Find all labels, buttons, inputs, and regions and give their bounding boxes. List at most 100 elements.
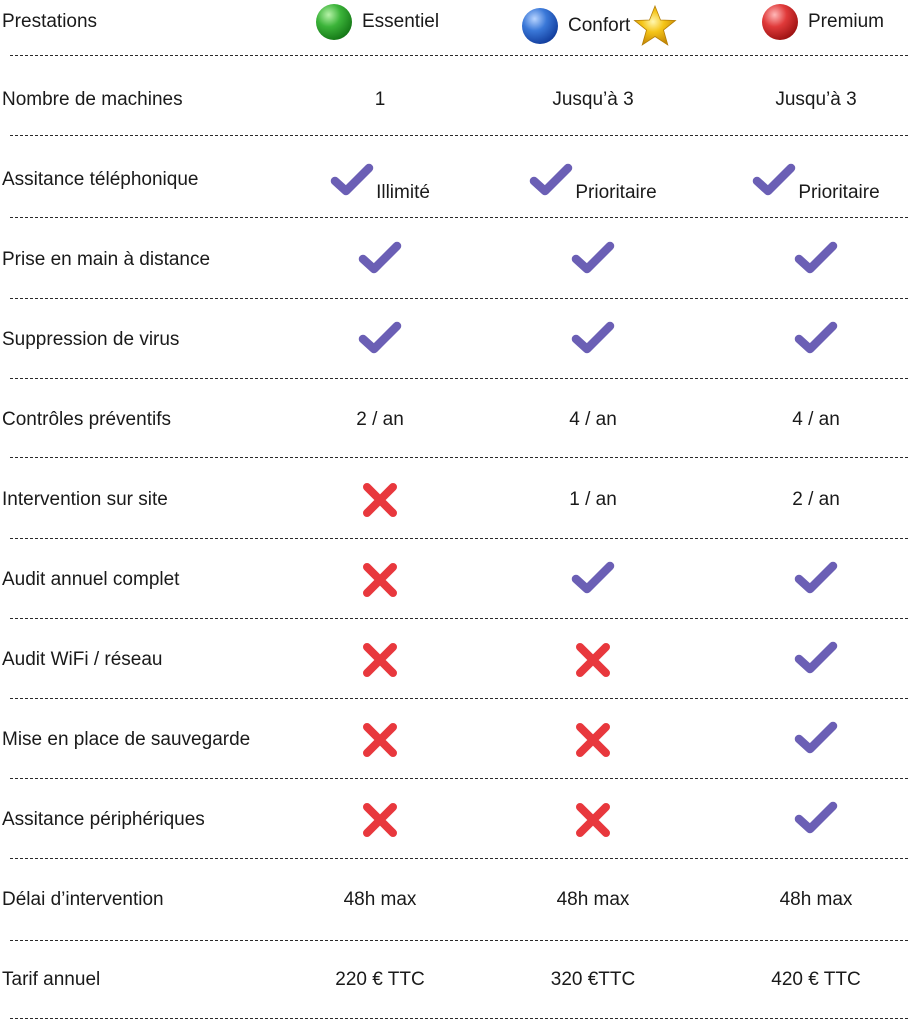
check-icon xyxy=(794,560,838,603)
row-label: Assitance périphériques xyxy=(2,809,205,830)
cross-icon xyxy=(360,560,400,607)
cell-text: 2 / an xyxy=(356,409,404,430)
row-cell: 320 €TTC xyxy=(493,968,693,992)
cross-icon xyxy=(573,800,613,847)
cell-text: 1 xyxy=(374,89,386,110)
plan-name: Confort xyxy=(568,15,631,36)
row-cell xyxy=(280,240,480,283)
row-label: Prise en main à distance xyxy=(2,249,211,270)
blue-ball-icon xyxy=(522,8,558,44)
cell-text: 48h max xyxy=(556,889,630,910)
row-divider xyxy=(10,217,908,218)
cell-text: 320 €TTC xyxy=(550,969,636,990)
row-label: Audit annuel complet xyxy=(2,569,180,590)
check-icon xyxy=(794,640,838,683)
table-row: Audit WiFi / réseau xyxy=(0,620,916,700)
table-row: Contrôles préventifs 2 / an 4 / an 4 / an xyxy=(0,380,916,460)
cell-text: 4 / an xyxy=(792,409,840,430)
table-row: Intervention sur site 1 / an 2 / an xyxy=(0,460,916,540)
cell-text: Prioritaire xyxy=(798,182,880,203)
row-cell: 220 € TTC xyxy=(280,968,480,992)
row-divider xyxy=(10,135,908,136)
check-icon xyxy=(358,320,402,363)
check-with-label: Illimité xyxy=(330,162,430,205)
row-cell xyxy=(716,240,916,283)
cell-text: 48h max xyxy=(779,889,853,910)
cross-icon xyxy=(360,640,400,687)
row-divider xyxy=(10,298,908,299)
row-cell xyxy=(280,640,480,687)
row-cell: 4 / an xyxy=(716,408,916,432)
table-row: Suppression de virus xyxy=(0,300,916,380)
row-label: Nombre de machines xyxy=(2,89,183,110)
row-cell: 1 / an xyxy=(493,488,693,512)
table-row: Audit annuel complet xyxy=(0,540,916,620)
row-cell: 1 xyxy=(280,88,480,112)
plan-essentiel: Essentiel xyxy=(316,4,439,40)
row-divider xyxy=(10,618,908,619)
row-cell: 2 / an xyxy=(716,488,916,512)
cell-text: 1 / an xyxy=(569,489,617,510)
cell-text: 48h max xyxy=(343,889,417,910)
cell-text: 4 / an xyxy=(569,409,617,430)
row-label: Délai d’intervention xyxy=(2,889,164,910)
row-divider xyxy=(10,698,908,699)
row-label: Contrôles préventifs xyxy=(2,409,171,430)
row-cell xyxy=(716,800,916,843)
row-label: Intervention sur site xyxy=(2,489,168,510)
check-icon xyxy=(571,240,615,283)
table-row: Assitance périphériques xyxy=(0,780,916,860)
row-cell xyxy=(716,720,916,763)
table-row: Prise en main à distance xyxy=(0,220,916,300)
check-icon xyxy=(794,720,838,763)
row-divider xyxy=(10,778,908,779)
row-cell xyxy=(493,240,693,283)
plan-premium: Premium xyxy=(762,4,884,40)
check-icon xyxy=(529,162,575,205)
row-cell: 420 € TTC xyxy=(716,968,916,992)
table-row: Délai d’intervention 48h max 48h max 48h ma… xyxy=(0,860,916,940)
cross-icon xyxy=(573,720,613,767)
plan-name: Essentiel xyxy=(362,11,440,32)
row-cell: 2 / an xyxy=(280,408,480,432)
check-icon xyxy=(752,162,798,205)
row-cell xyxy=(493,560,693,603)
row-cell: Jusqu’à 3 xyxy=(716,88,916,112)
row-cell xyxy=(280,480,480,527)
cell-text: Illimité xyxy=(376,182,430,203)
check-icon xyxy=(794,320,838,363)
row-cell: 48h max xyxy=(716,888,916,912)
row-cell xyxy=(280,320,480,363)
row-label: Suppression de virus xyxy=(2,329,180,350)
check-with-label: Prioritaire xyxy=(529,162,657,205)
row-cell: Jusqu’à 3 xyxy=(493,88,693,112)
row-cell xyxy=(716,320,916,363)
row-cell xyxy=(493,800,693,847)
cell-text: 220 € TTC xyxy=(335,969,425,990)
check-icon xyxy=(794,800,838,843)
row-cell xyxy=(716,640,916,683)
cell-text: 420 € TTC xyxy=(771,969,861,990)
cell-text: Jusqu’à 3 xyxy=(775,89,857,110)
row-cell: Prioritaire xyxy=(493,162,693,205)
plan-name: Premium xyxy=(808,11,885,32)
row-cell xyxy=(280,560,480,607)
cross-icon xyxy=(360,800,400,847)
cell-text: 2 / an xyxy=(792,489,840,510)
header-title: Prestations xyxy=(2,11,98,32)
row-cell xyxy=(280,800,480,847)
row-divider xyxy=(10,538,908,539)
row-cell xyxy=(493,720,693,767)
row-cell xyxy=(716,560,916,603)
table-row: Mise en place de sauvegarde xyxy=(0,700,916,780)
row-label: Tarif annuel xyxy=(2,969,101,990)
check-icon xyxy=(358,240,402,283)
cross-icon xyxy=(360,480,400,527)
row-cell xyxy=(493,640,693,687)
row-divider xyxy=(10,55,908,56)
table-row: Tarif annuel 220 € TTC 320 €TTC 420 € TTC xyxy=(0,940,916,1020)
red-ball-icon xyxy=(762,4,798,40)
star-icon xyxy=(632,4,678,48)
table-row: Nombre de machines 1 Jusqu’à 3 Jusqu’à 3 xyxy=(0,60,916,140)
table-row: Assitance téléphonique Illimité Prioritair… xyxy=(0,140,916,220)
